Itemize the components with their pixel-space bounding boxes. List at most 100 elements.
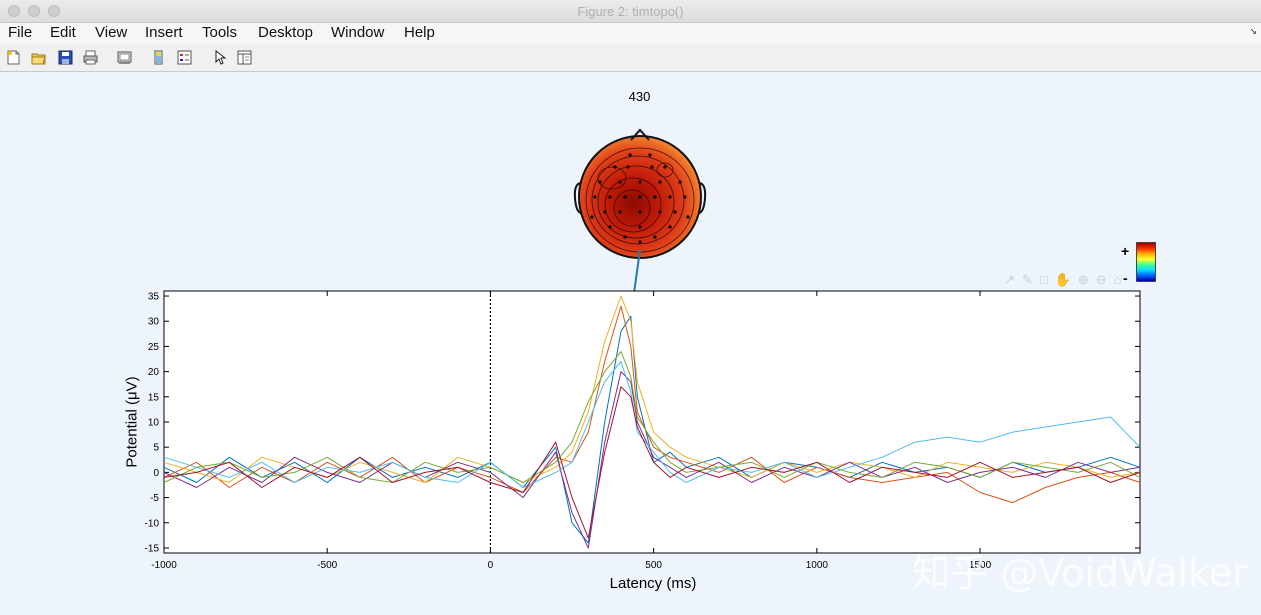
electrode-dot bbox=[653, 235, 657, 239]
erp-trace-3 bbox=[163, 295, 1141, 483]
x-tick-label: -1000 bbox=[151, 560, 177, 571]
y-tick-label: 10 bbox=[148, 418, 160, 429]
y-tick-label: -5 bbox=[150, 493, 159, 504]
zoom-out-icon[interactable]: ⊖ bbox=[1095, 272, 1114, 287]
electrode-dot bbox=[603, 210, 607, 214]
electrode-dot bbox=[658, 210, 662, 214]
electrode-dot bbox=[648, 153, 652, 157]
menu-insert[interactable]: Insert bbox=[145, 24, 183, 41]
y-tick-label: 30 bbox=[148, 317, 160, 328]
menu-window[interactable]: Window bbox=[331, 24, 385, 41]
axes-toolbar: ↗✎□✋⊕⊖⌂ bbox=[1004, 272, 1129, 288]
y-tick-label: 20 bbox=[148, 367, 160, 378]
x-tick-label: 0 bbox=[488, 560, 494, 571]
y-tick-label: -10 bbox=[145, 518, 160, 529]
electrode-dot bbox=[653, 195, 657, 199]
colorbar-plus-label: + bbox=[1121, 243, 1130, 259]
menu-edit[interactable]: Edit bbox=[50, 24, 76, 41]
x-tick-label: 500 bbox=[645, 560, 662, 571]
erp-axes[interactable]: -1000 -500 0 500 1000 1500 -15 -10 -5 0 5 10 15 20 25… bbox=[145, 290, 1141, 571]
y-axis-title: Potential (μV) bbox=[123, 376, 141, 468]
topoplot-left-ear bbox=[573, 182, 582, 214]
figure-toolbar bbox=[0, 44, 1261, 72]
topoplot-electrodes bbox=[590, 153, 690, 244]
electrode-dot bbox=[626, 165, 630, 169]
home-icon[interactable]: ⌂ bbox=[1113, 272, 1129, 287]
pan-icon[interactable]: ✋ bbox=[1054, 272, 1078, 287]
colorbar bbox=[1136, 242, 1156, 282]
y-tick-label: 35 bbox=[148, 292, 160, 303]
datatip-icon[interactable]: □ bbox=[1039, 272, 1055, 287]
y-tick-label: 25 bbox=[148, 342, 160, 353]
electrode-dot bbox=[593, 195, 597, 199]
x-tick-label: 1500 bbox=[969, 560, 992, 571]
save-icon[interactable] bbox=[58, 50, 73, 65]
y-tick-label: -15 bbox=[145, 543, 160, 554]
zoom-in-icon[interactable]: ⊕ bbox=[1077, 272, 1096, 287]
menu-help[interactable]: Help bbox=[404, 24, 435, 41]
electrode-dot bbox=[638, 210, 642, 214]
title-bar: Figure 2: timtopo() bbox=[0, 0, 1261, 23]
electrode-dot bbox=[623, 235, 627, 239]
new-figure-icon[interactable] bbox=[6, 50, 21, 65]
topoplot-latency-label: 430 bbox=[628, 89, 651, 104]
print-icon[interactable] bbox=[83, 50, 98, 65]
menu-tools[interactable]: Tools bbox=[202, 24, 238, 41]
window-title: Figure 2: timtopo() bbox=[577, 4, 684, 19]
electrode-dot bbox=[673, 210, 677, 214]
menu-bar: File Edit View Insert Tools Desktop Wind… bbox=[0, 23, 1261, 44]
property-editor-icon[interactable] bbox=[237, 50, 252, 65]
plot-area bbox=[163, 290, 1141, 554]
electrode-dot bbox=[608, 195, 612, 199]
topoplot bbox=[573, 128, 707, 259]
electrode-dot bbox=[623, 195, 627, 199]
electrode-dot bbox=[650, 165, 654, 169]
erp-trace-4 bbox=[163, 371, 1141, 549]
open-file-icon[interactable] bbox=[31, 50, 46, 65]
print-preview-icon[interactable] bbox=[117, 50, 132, 65]
electrode-dot bbox=[638, 240, 642, 244]
erp-trace-7 bbox=[163, 386, 1141, 539]
y-tick-label: 15 bbox=[148, 392, 160, 403]
electrode-dot bbox=[686, 215, 690, 219]
x-axis-title: Latency (ms) bbox=[609, 575, 697, 592]
electrode-dot bbox=[628, 153, 632, 157]
y-tick-label: 5 bbox=[153, 443, 159, 454]
dock-arrow-icon[interactable]: ↘ bbox=[1249, 26, 1257, 36]
electrode-dot bbox=[590, 215, 594, 219]
topoplot-nose bbox=[630, 128, 650, 141]
colorbar-minus-label: - bbox=[1123, 270, 1128, 286]
electrode-dot bbox=[638, 225, 642, 229]
legend-icon[interactable] bbox=[177, 50, 192, 65]
erp-traces bbox=[163, 295, 1141, 549]
y-ticks: -15 -10 -5 0 5 10 15 20 25 30 35 bbox=[145, 292, 1140, 554]
y-tick-label: 0 bbox=[153, 468, 159, 479]
electrode-dot bbox=[663, 165, 667, 169]
electrode-dot bbox=[613, 165, 617, 169]
erp-trace-5 bbox=[163, 351, 1141, 483]
x-ticks: -1000 -500 0 500 1000 1500 bbox=[151, 291, 992, 571]
close-window-button[interactable] bbox=[8, 5, 20, 17]
x-tick-label: -500 bbox=[317, 560, 337, 571]
zoom-window-button[interactable] bbox=[48, 5, 60, 17]
electrode-dot bbox=[668, 195, 672, 199]
electrode-dot bbox=[638, 180, 642, 184]
menu-file[interactable]: File bbox=[8, 24, 33, 41]
electrode-dot bbox=[618, 210, 622, 214]
brush-icon[interactable]: ✎ bbox=[1021, 272, 1040, 287]
x-tick-label: 1000 bbox=[806, 560, 829, 571]
electrode-dot bbox=[638, 195, 642, 199]
electrode-dot bbox=[658, 180, 662, 184]
minimize-window-button[interactable] bbox=[28, 5, 40, 17]
colorbar-icon[interactable] bbox=[151, 50, 166, 65]
pointer-icon[interactable] bbox=[213, 50, 228, 65]
topoplot-right-ear bbox=[698, 182, 707, 214]
electrode-dot bbox=[618, 180, 622, 184]
electrode-dot bbox=[598, 180, 602, 184]
electrode-dot bbox=[608, 225, 612, 229]
watermark: 知乎 @VoidWalker bbox=[912, 551, 1248, 595]
export-icon[interactable]: ↗ bbox=[1004, 272, 1022, 287]
menu-desktop[interactable]: Desktop bbox=[258, 24, 314, 41]
menu-view[interactable]: View bbox=[95, 24, 128, 41]
